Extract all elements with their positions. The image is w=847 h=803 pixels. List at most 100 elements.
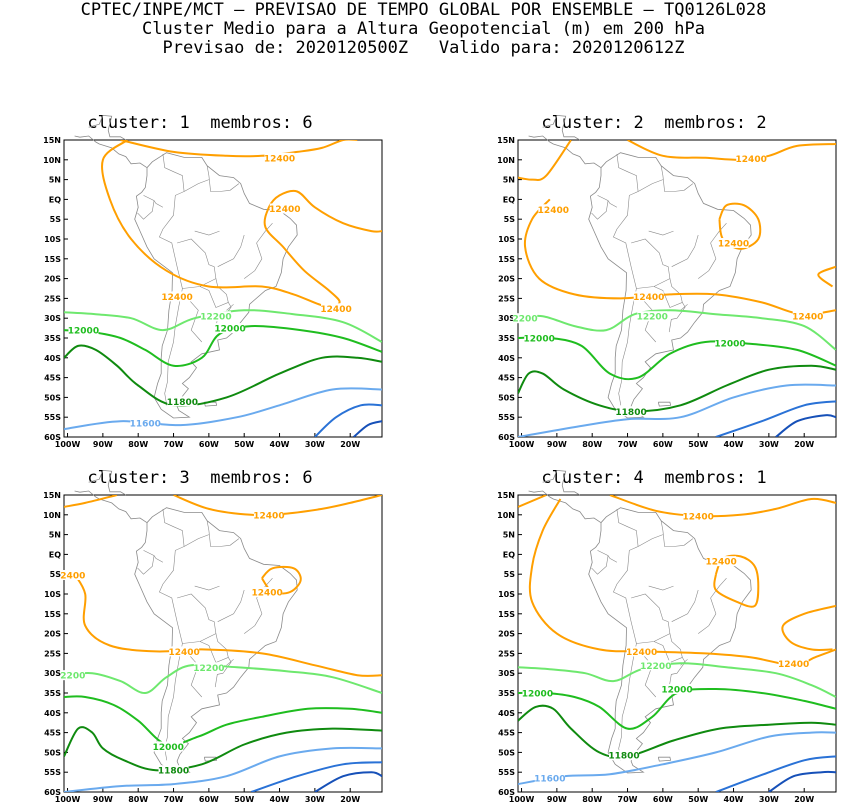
contour-label-bg — [321, 303, 352, 314]
contour-11600 — [64, 746, 382, 792]
country-border — [187, 653, 203, 698]
lat-tick-label: 35S — [44, 689, 61, 698]
panel-title: cluster: 1 membros: 6 — [87, 113, 313, 133]
lat-tick-label: 15S — [44, 255, 61, 264]
lat-tick-label: 40S — [44, 709, 61, 718]
lat-tick-label: 45S — [498, 729, 515, 738]
contour-label-bg — [706, 556, 737, 567]
coastlines — [528, 469, 752, 774]
contour-11600 — [64, 387, 382, 431]
lat-tick-label: 35S — [44, 334, 61, 343]
country-border — [206, 520, 240, 547]
lat-tick-label: EQ — [49, 195, 61, 204]
contour-label-bg — [524, 333, 555, 343]
contour-label-bg — [162, 291, 193, 302]
caribbean-coast — [542, 114, 581, 141]
country-border — [660, 520, 694, 547]
country-border — [597, 195, 618, 208]
contour-lines — [518, 495, 836, 792]
contour-label: 12400 — [626, 648, 657, 658]
lat-tick-label: 5S — [50, 570, 62, 579]
lon-tick-label: 100W — [509, 795, 535, 803]
lon-tick-label: 90W — [93, 795, 113, 803]
country-border — [217, 234, 245, 267]
map-panel-cluster-4: cluster: 4 membros: 1 15N 10N 5N EQ 5S 10S 15S… — [484, 468, 837, 803]
falkland-islands — [657, 756, 672, 762]
contour-label: 11800 — [158, 767, 189, 777]
contour-12400 — [781, 604, 836, 652]
lon-tick-label: 80W — [582, 795, 602, 803]
contour-label-bg — [633, 291, 664, 302]
panel-title: cluster: 3 membros: 6 — [87, 468, 313, 488]
lat-tick-label: 10N — [43, 156, 61, 165]
country-border — [159, 508, 185, 761]
contour-label-bg — [538, 204, 569, 215]
lat-tick-label: 25S — [498, 649, 515, 658]
country-border — [137, 200, 155, 220]
lat-tick-label: 5N — [49, 176, 61, 185]
falkland-islands — [203, 756, 218, 762]
lat-tick-label: 60S — [498, 433, 515, 442]
lat-tick-label: 15N — [497, 491, 515, 500]
lat-tick-label: 10S — [498, 235, 515, 244]
lat-tick-label: 10N — [43, 511, 61, 520]
lon-tick-label: 40W — [724, 795, 744, 803]
contour-11200 — [768, 770, 836, 792]
contour-11800 — [64, 726, 382, 772]
lon-tick-label: 30W — [305, 795, 325, 803]
lon-tick-label: 20W — [794, 795, 814, 803]
lat-tick-label: 15N — [43, 136, 61, 145]
contour-label-bg — [264, 152, 295, 163]
lat-tick-label: 20S — [44, 275, 61, 284]
contour-label-bg — [718, 237, 749, 248]
contour-label-bg — [616, 406, 647, 417]
lon-tick-label: 70W — [164, 795, 184, 803]
south-america-coast — [134, 152, 298, 419]
contour-label: 12000 — [68, 327, 99, 337]
contour-label: 12200 — [640, 662, 671, 672]
lat-tick-label: 5N — [49, 531, 61, 540]
lat-tick-label: 30S — [498, 669, 515, 678]
country-border — [631, 238, 671, 289]
lon-tick-label: 100W — [55, 440, 81, 449]
lat-tick-label: 15N — [43, 491, 61, 500]
lat-tick-label: 5S — [504, 215, 516, 224]
country-border — [194, 230, 220, 236]
contour-label: 12400 — [736, 155, 767, 165]
lat-tick-label: 25S — [498, 294, 515, 303]
lon-tick-label: 90W — [93, 440, 113, 449]
country-border — [591, 555, 609, 575]
contour-label: 12400 — [792, 313, 823, 323]
contour-label-bg — [512, 313, 538, 324]
lon-tick-label: 20W — [794, 440, 814, 449]
contour-12400 — [817, 265, 836, 288]
lat-tick-label: 25S — [44, 649, 61, 658]
country-border — [194, 585, 220, 591]
lat-tick-label: EQ — [49, 550, 61, 559]
lat-tick-label: 60S — [44, 788, 61, 797]
contour-label: 2400 — [60, 571, 85, 581]
contour-label: 12000 — [661, 686, 692, 696]
contour-12400 — [101, 140, 382, 308]
contour-label: 12400 — [269, 205, 300, 215]
chart-title-line3: Previsao de: 2020120500Z Valido para: 20… — [162, 38, 685, 58]
contour-label-bg — [60, 569, 86, 580]
contour-label-bg — [715, 338, 745, 349]
country-border — [206, 165, 240, 192]
country-border — [214, 657, 232, 688]
map-frame — [517, 139, 837, 438]
contour-label-bg — [736, 153, 767, 164]
contour-lines — [64, 495, 382, 792]
lon-tick-label: 90W — [547, 440, 567, 449]
contour-11600 — [518, 383, 836, 437]
contour-label: 12400 — [320, 305, 351, 315]
country-border — [671, 589, 699, 622]
country-border — [217, 589, 245, 622]
country-border — [660, 165, 694, 192]
lat-tick-label: 15S — [498, 610, 515, 619]
contour-label: 12000 — [714, 340, 745, 350]
contour-label: 12400 — [633, 293, 664, 303]
lon-tick-label: 30W — [759, 440, 779, 449]
country-border — [698, 577, 727, 634]
contour-label-bg — [269, 203, 300, 214]
